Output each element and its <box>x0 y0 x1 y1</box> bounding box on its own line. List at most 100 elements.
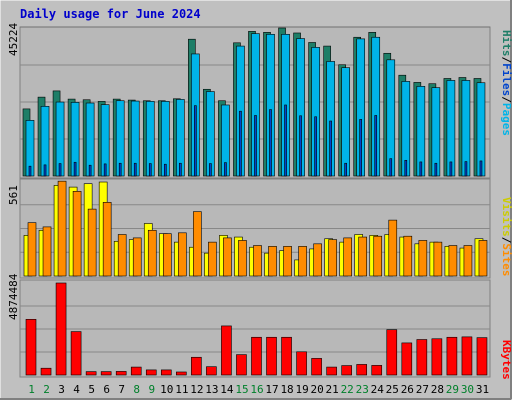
pages-bar <box>43 164 47 177</box>
legend-files: Files <box>500 63 512 96</box>
sites-bar <box>373 235 383 277</box>
kbytes-bar <box>160 369 172 376</box>
day-label: 20 <box>311 383 324 396</box>
kbytes-bar <box>206 366 217 376</box>
kbytes-bar <box>266 336 277 376</box>
sites-bar <box>57 180 67 277</box>
sites-bar <box>328 239 337 277</box>
files-bar <box>431 87 441 177</box>
legend-hits: Hits <box>500 30 512 57</box>
kbytes-bar <box>55 282 67 376</box>
day-label: 8 <box>133 383 140 396</box>
pages-bar <box>163 163 167 177</box>
kbytes-bar <box>431 338 443 376</box>
legend-visits: Visits <box>500 197 512 237</box>
day-label: 28 <box>431 383 444 396</box>
pages-bar <box>118 162 122 177</box>
day-label: 13 <box>205 383 218 396</box>
svg-text:Hits/Files/Pages: Hits/Files/Pages <box>500 30 512 136</box>
pages-bar <box>88 164 92 177</box>
legend-sites: Sites <box>500 243 512 276</box>
sites-bar <box>238 240 247 277</box>
pages-bar <box>224 162 227 177</box>
pages-bar <box>269 109 272 177</box>
day-label: 19 <box>295 383 308 396</box>
kbytes-bar <box>85 371 97 376</box>
day-label: 22 <box>341 383 354 396</box>
day-label: 29 <box>446 383 459 396</box>
legend-kbytes-panel: KBytes <box>500 340 512 380</box>
visits-axis-max-label: 561 <box>7 185 20 205</box>
sites-bar <box>388 219 398 277</box>
day-label: 12 <box>190 383 203 396</box>
pages-bar <box>239 110 242 177</box>
pages-bar <box>344 162 347 177</box>
kbytes-bar <box>326 366 337 376</box>
sites-bar <box>208 241 217 277</box>
pages-bar <box>103 163 107 177</box>
sites-bar <box>283 246 292 277</box>
day-label: 27 <box>416 383 429 396</box>
sites-bar <box>253 245 262 277</box>
sites-bar <box>478 240 488 277</box>
axis-labels: 1 2 3 4 5 6 7 8 9 10 11 12 13 14 15 16 17 18 19 20 21 22 23 24 2… <box>28 383 489 396</box>
sites-bar <box>72 191 82 277</box>
kbytes-bar <box>401 342 413 376</box>
sites-bar <box>418 240 428 277</box>
day-label: 17 <box>265 383 278 396</box>
sites-bar <box>433 241 443 277</box>
day-label: 10 <box>160 383 173 396</box>
day-label: 4 <box>73 383 80 396</box>
pages-bar <box>194 105 197 177</box>
pages-bar <box>404 159 408 177</box>
sites-bar <box>42 226 52 277</box>
pages-bar <box>209 163 212 177</box>
day-label: 5 <box>88 383 95 396</box>
chart-title: Daily usage for June 2024 <box>20 7 201 21</box>
sites-bar <box>27 222 37 277</box>
legend-visits-panel: Visits/Sites <box>500 197 512 277</box>
pages-bar <box>179 162 182 177</box>
day-label: 30 <box>461 383 474 396</box>
kbytes-bar <box>416 339 428 376</box>
pages-bar <box>449 161 453 177</box>
kbytes-bar <box>25 319 37 376</box>
sites-bar <box>343 237 352 277</box>
pages-bar <box>464 161 468 177</box>
sites-bar <box>162 233 172 277</box>
sites-bar <box>223 237 232 277</box>
day-label: 14 <box>220 383 234 396</box>
pages-bar <box>148 163 152 177</box>
pages-bar <box>329 120 332 177</box>
kbytes-bar <box>371 365 383 376</box>
kbytes-bar <box>40 367 52 376</box>
pages-bar <box>374 115 378 177</box>
pages-bar <box>314 116 317 177</box>
pages-bar <box>284 104 287 177</box>
kbytes-bar <box>356 364 368 376</box>
day-label: 9 <box>148 383 155 396</box>
kbytes-bar <box>176 371 187 376</box>
kbytes-bar <box>100 371 112 376</box>
kbytes-bar <box>296 351 307 376</box>
kbytes-bar <box>476 337 488 376</box>
bars-layer <box>22 27 488 376</box>
day-label: 21 <box>326 383 339 396</box>
svg-text:Visits/Sites: Visits/Sites <box>500 197 512 277</box>
pages-bar <box>133 162 137 177</box>
sites-bar <box>87 208 97 277</box>
pages-bar <box>58 163 62 177</box>
legend-kbytes: KBytes <box>500 340 512 380</box>
legend-hits-panel: Hits/Files/Pages <box>500 30 512 136</box>
day-label: 16 <box>250 383 263 396</box>
kbytes-bar <box>130 366 142 376</box>
kbytes-bar <box>386 329 398 376</box>
day-label: 1 <box>28 383 35 396</box>
pages-bar <box>419 161 423 177</box>
kbytes-bar <box>341 365 352 376</box>
kbytes-bar <box>311 358 322 376</box>
sites-bar <box>463 245 473 277</box>
kbytes-bar <box>191 356 202 376</box>
sites-bar <box>358 236 368 277</box>
